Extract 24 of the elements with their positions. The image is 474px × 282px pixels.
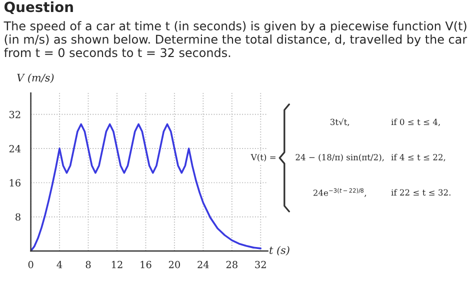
x-tick-label: 20 (168, 260, 180, 268)
text: 3t√t, (330, 118, 350, 126)
x-tick-label: 16 (140, 260, 152, 268)
x-tick-label: 12 (112, 260, 122, 268)
text: if 4 ≤ t ≤ 22, (391, 154, 446, 162)
x-axis-title: t (s) (270, 246, 290, 256)
text: if 22 ≤ t ≤ 32. (391, 189, 450, 196)
y-tick-label: 24 (9, 145, 21, 152)
x-tick-label: 8 (86, 260, 91, 268)
x-tick-label: 32 (255, 260, 266, 268)
x-tick-label: 28 (226, 260, 238, 268)
x-tick-label: 4 (56, 260, 62, 268)
text: 24 − (18/π) sin(πt/2), (296, 154, 384, 162)
y-tick-label: 32 (9, 110, 20, 118)
y-tick-label: 8 (16, 213, 20, 221)
x-tick-label: 24 (198, 260, 209, 268)
chart-title: Question (4, 1, 73, 14)
text: if 0 ≤ t ≤ 4, (391, 118, 440, 126)
y-axis-title: V (m/s) (17, 74, 54, 84)
text: 24e$^{−3(t−22)/8}$, (313, 188, 366, 197)
y-tick-label: 16 (10, 179, 20, 187)
x-tick-label: 0 (28, 260, 34, 268)
chart-subtitle: The speed of a car at time t (in seconds) is given by a piecewise function V(t) (in m/s) as shown below. Determine the total distance, d, travelled by the car from t = 0 seconds to t = 32 seconds. (4, 21, 468, 58)
annotation: V(t) = (250, 154, 276, 162)
